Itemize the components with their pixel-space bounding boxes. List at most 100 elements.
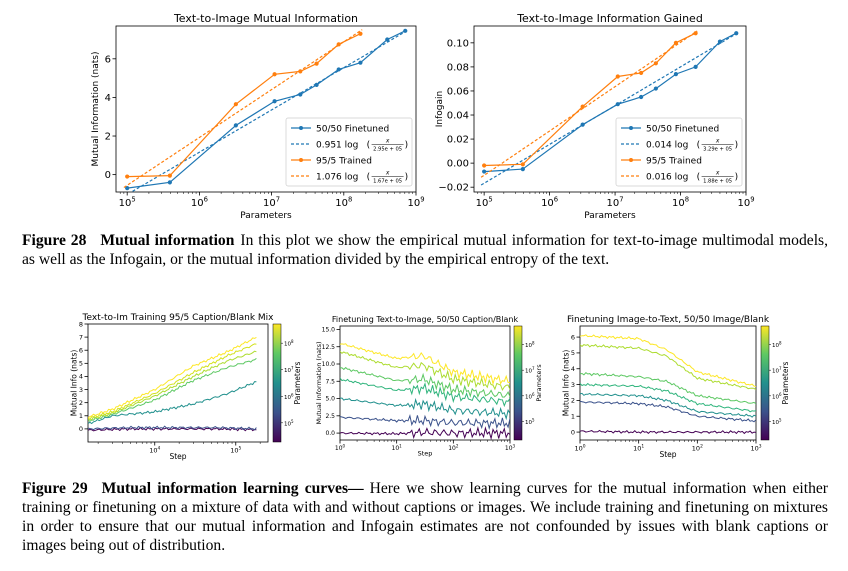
series-line <box>127 33 361 178</box>
data-point <box>673 40 679 45</box>
axes: Text-to-Im Training 95/5 Caption/Blank M… <box>69 313 274 461</box>
x-tick-label: 100 <box>574 444 585 453</box>
x-tick-label: 104 <box>149 446 160 455</box>
x-axis-label: Step <box>169 452 186 461</box>
y-tick-label: 0.04 <box>447 111 469 122</box>
data-point <box>639 70 644 76</box>
plot-frame <box>579 325 757 441</box>
series-line <box>340 350 510 392</box>
data-point <box>693 31 698 36</box>
data-point <box>693 64 698 69</box>
x-axis-label: Step <box>418 450 433 458</box>
y-tick-label: 2 <box>105 132 111 143</box>
series-line <box>88 381 257 425</box>
x-tick-label: 109 <box>737 196 754 210</box>
data-point <box>717 39 723 44</box>
y-tick-label: 3 <box>571 381 575 389</box>
data-point <box>233 123 238 128</box>
x-tick-label: 105 <box>476 196 493 210</box>
data-point <box>125 174 130 179</box>
x-tick-label: 101 <box>392 443 403 452</box>
y-tick-label: 5 <box>571 349 575 357</box>
data-point <box>615 74 620 79</box>
colorbar-tick-label: 108 <box>284 339 294 348</box>
chart-title: Text-to-Im Training 95/5 Caption/Blank M… <box>82 313 275 323</box>
figure-29-title: Mutual information learning curves— <box>101 480 364 497</box>
y-tick-label: 5 <box>79 360 83 368</box>
legend-paren: ( <box>697 173 701 183</box>
series-line <box>88 425 257 431</box>
series-line <box>580 392 756 418</box>
y-tick-label: 1 <box>79 412 83 420</box>
colorbar-gradient <box>513 325 523 441</box>
legend-marker <box>299 126 303 130</box>
legend-label: 0.016 log <box>646 173 688 183</box>
colorbar-tick-label: 105 <box>525 417 535 426</box>
colorbar-tick-label: 107 <box>772 366 782 375</box>
legend-paren: ) <box>405 173 409 183</box>
y-tick-label: 0.06 <box>447 86 469 97</box>
data-point <box>385 37 390 42</box>
data-point <box>125 186 130 191</box>
legend-paren: ( <box>367 141 371 151</box>
colorbar-gradient <box>272 323 282 443</box>
series-line <box>580 382 756 413</box>
y-tick-label: 0 <box>79 425 83 433</box>
colorbar-tick-label: 106 <box>525 392 535 401</box>
x-tick-label: 107 <box>263 196 280 210</box>
y-tick-label: 6 <box>571 333 575 341</box>
y-tick-label: 8 <box>79 320 83 328</box>
series-line <box>484 32 737 173</box>
y-tick-label: 15.0 <box>322 327 336 334</box>
legend-box <box>285 117 413 187</box>
y-tick-label: 5.0 <box>325 396 335 403</box>
x-tick-label: 109 <box>407 196 424 210</box>
data-point <box>358 60 363 65</box>
mutual-information-chart: Text-to-Image Mutual Information 105 106 10… <box>91 12 425 221</box>
x-tick-label: 108 <box>672 196 689 210</box>
series-line <box>88 336 257 419</box>
data-point <box>314 61 319 66</box>
colorbar-tick-label: 106 <box>284 392 294 401</box>
figure-28-caption: Figure 28 Mutual information In this plot … <box>22 231 828 269</box>
data-point <box>520 162 525 167</box>
colorbar-tick-label: 106 <box>772 392 782 401</box>
series-line <box>88 343 257 420</box>
legend-label: 50/50 Finetuned <box>646 125 719 135</box>
plot-learning-curve-text-to-image-training: Text-to-Im Training 95/5 Caption/Blank M… <box>58 312 310 470</box>
data-point <box>298 92 303 97</box>
series-line <box>340 377 510 408</box>
data-point <box>167 173 172 178</box>
legend-paren: ( <box>697 141 701 151</box>
data-point <box>272 99 277 104</box>
data-point <box>272 72 277 77</box>
legend-paren: ( <box>367 173 371 183</box>
y-tick-label: 0.10 <box>447 38 469 49</box>
legend: 50/50 Finetuned 0.951 log (x 2.95e + 05) 95/… <box>285 117 413 187</box>
legend-fraction-denominator: 1.88e + 05 <box>703 179 732 185</box>
y-axis-label: Mutual Information (nats) <box>315 341 323 424</box>
legend-fraction-numerator: x <box>715 138 720 145</box>
plot-area <box>123 28 408 192</box>
series-line <box>580 400 756 423</box>
legend-fraction-numerator: x <box>715 170 720 177</box>
plot-frame <box>339 325 511 441</box>
y-tick-label: 0.08 <box>447 62 469 73</box>
legend-box <box>615 117 743 187</box>
plot-frame <box>87 323 269 443</box>
data-point <box>167 180 172 185</box>
axes: Finetuning Text-to-Image, 50/50 Caption/… <box>315 315 519 458</box>
x-tick-label: 106 <box>191 196 208 210</box>
y-tick-label: 0.02 <box>447 135 469 146</box>
legend-fraction-denominator: 2.95e + 05 <box>373 147 402 153</box>
series-line <box>123 29 363 188</box>
colorbar-label: Parameters <box>535 364 543 402</box>
x-tick-label: 107 <box>607 196 624 210</box>
x-tick-label: 101 <box>633 444 644 453</box>
colorbar-tick-label: 108 <box>772 341 782 350</box>
legend-fraction-denominator: 3.29e + 05 <box>703 147 732 153</box>
x-axis-label: Step <box>659 450 676 459</box>
figure-29-text: Here we show learning curves for the mut… <box>22 480 828 554</box>
chart-title: Text-to-Image Mutual Information <box>173 12 358 25</box>
y-tick-label: 0.0 <box>325 430 335 437</box>
